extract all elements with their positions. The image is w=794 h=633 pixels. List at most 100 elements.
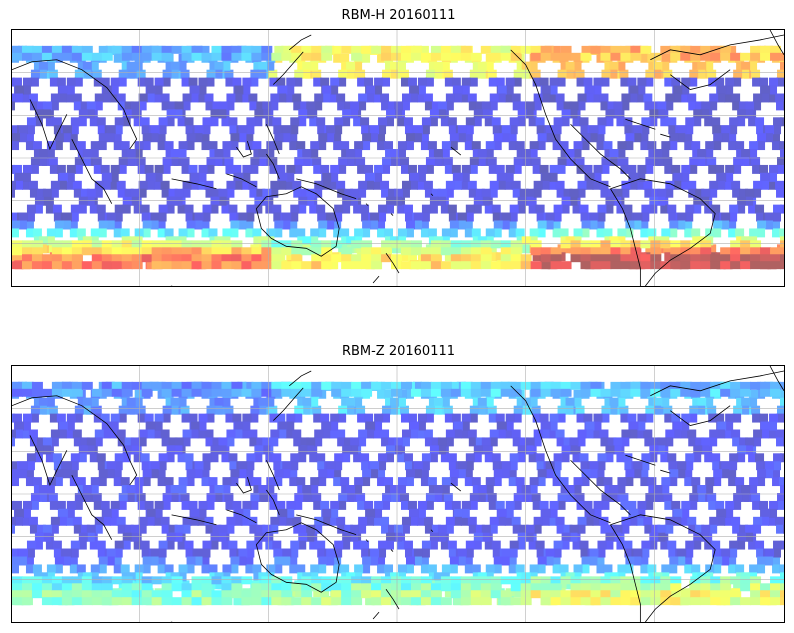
swath-cell <box>391 240 402 249</box>
swath-cell <box>650 597 662 606</box>
swath-cell <box>385 485 395 494</box>
swath-cell <box>333 125 343 135</box>
swath-cell <box>145 429 155 439</box>
swath-cell <box>218 437 228 447</box>
swath-cell <box>741 61 751 71</box>
swath-cell <box>710 254 722 263</box>
swath-cell <box>68 556 78 566</box>
swath-cell <box>630 576 642 585</box>
swath-cell <box>545 548 555 558</box>
swath-cell <box>46 228 56 238</box>
swath-cell <box>180 69 190 79</box>
swath-cell <box>244 220 254 230</box>
swath-cell <box>191 45 203 54</box>
swath-cell <box>412 469 422 479</box>
swath-cell <box>629 172 639 182</box>
swath-cell <box>285 516 295 526</box>
swath-cell <box>465 540 475 550</box>
swath-cell <box>548 172 558 182</box>
swath-cell <box>321 45 333 54</box>
swath-cell <box>489 429 499 439</box>
swath-cell <box>532 437 542 447</box>
swath-cell <box>209 453 219 463</box>
swath-cell <box>420 125 430 135</box>
swath-cell <box>549 500 559 510</box>
swath-cell <box>540 45 552 54</box>
swath-cell <box>752 524 762 534</box>
swath-cell <box>300 101 310 111</box>
swath-cell <box>271 597 283 606</box>
swath-cell <box>551 556 561 566</box>
swath-cell <box>780 485 784 494</box>
swath-cell <box>553 204 563 214</box>
swath-cell <box>480 381 492 390</box>
swath-cell <box>619 405 629 415</box>
swath-cell <box>12 180 16 190</box>
swath-cell <box>581 469 591 479</box>
swath-cell <box>81 247 93 256</box>
swath-cell <box>509 453 519 463</box>
swath-cell <box>157 212 167 222</box>
swath-cell <box>717 172 727 182</box>
swath-cell <box>764 469 774 479</box>
swath-cell <box>492 548 502 558</box>
swath-cell <box>779 564 784 574</box>
swath-cell <box>350 437 360 447</box>
swath-cell <box>588 133 598 143</box>
swath-cell <box>776 164 784 174</box>
swath-cell <box>201 461 211 471</box>
swath-cell <box>732 164 742 174</box>
swath-cell <box>441 228 451 238</box>
swath-cell <box>231 583 243 592</box>
swath-cell <box>716 93 726 103</box>
swath-cell <box>61 133 71 143</box>
swath-cell <box>493 220 503 230</box>
swath-cell <box>776 524 784 534</box>
swath-cell <box>720 556 730 566</box>
swath-cell <box>208 477 218 487</box>
swath-cell <box>601 405 611 415</box>
swath-cell <box>668 461 678 471</box>
swath-cell <box>341 247 353 256</box>
swath-cell <box>29 188 39 198</box>
swath-cell <box>21 516 31 526</box>
swath-cell <box>608 493 618 502</box>
swath-cell <box>469 493 479 502</box>
swath-cell <box>201 388 213 397</box>
swath-cell <box>627 77 637 87</box>
swath-cell <box>109 516 119 526</box>
swath-cell <box>157 141 167 151</box>
swath-cell <box>410 45 422 54</box>
swath-cell <box>772 564 782 574</box>
swath-cell <box>342 445 352 455</box>
swath-cell <box>420 590 432 599</box>
swath-cell <box>500 247 512 256</box>
swath-cell <box>373 508 383 518</box>
swath-cell <box>669 556 679 566</box>
swath-cell <box>204 180 214 190</box>
swath-cell <box>24 469 34 479</box>
swath-cell <box>297 149 307 158</box>
swath-cell <box>36 524 46 534</box>
swath-cell <box>748 61 758 71</box>
swath-cell <box>552 125 562 135</box>
swath-cell <box>489 180 499 190</box>
swath-cell <box>428 572 438 582</box>
swath-cell <box>231 388 243 397</box>
swath-cell <box>477 397 487 407</box>
swath-cell <box>756 228 766 238</box>
swath-cell <box>771 469 781 479</box>
swath-cell <box>504 180 514 190</box>
swath-cell <box>342 532 352 542</box>
swath-cell <box>620 413 630 423</box>
swath-cell <box>253 540 263 550</box>
swath-cell <box>241 597 253 606</box>
swath-cell <box>157 125 167 135</box>
swath-cell <box>768 172 778 182</box>
swath-cell <box>373 421 383 431</box>
swath-cell <box>560 453 570 463</box>
swath-cell <box>739 188 749 198</box>
swath-cell <box>404 477 414 487</box>
swath-cell <box>341 261 353 270</box>
swath-cell <box>711 204 721 214</box>
